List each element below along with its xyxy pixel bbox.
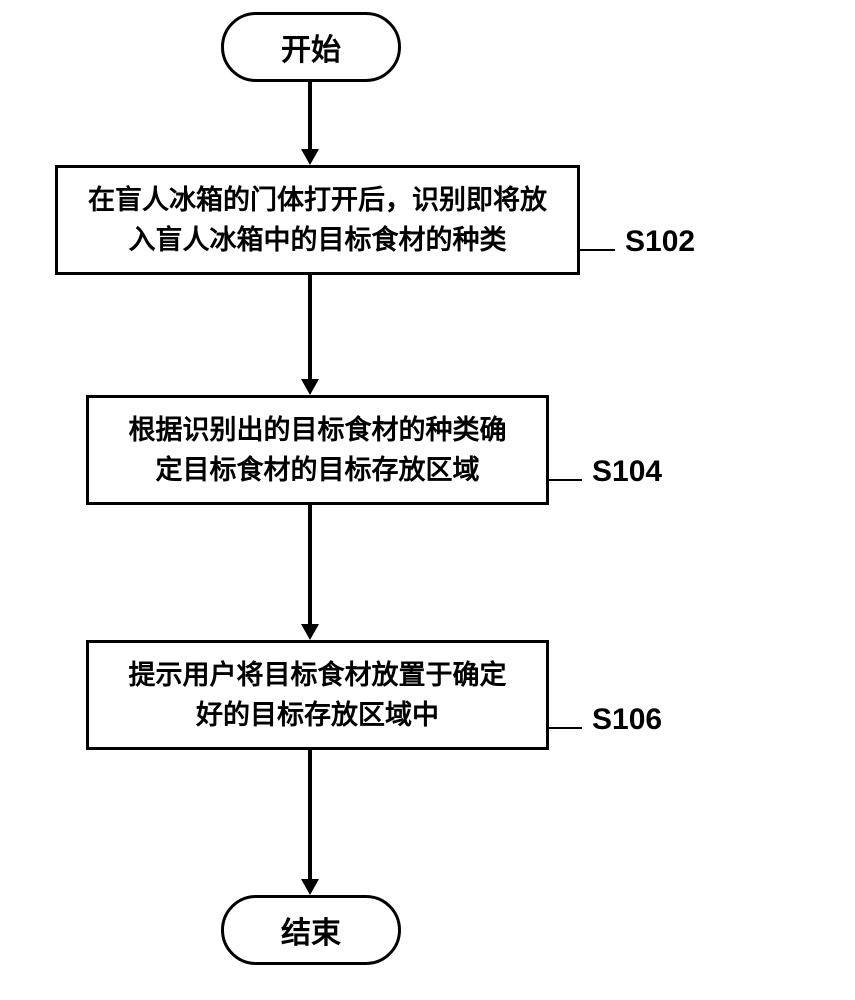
edge-start-s102 (308, 82, 312, 149)
process-s106-text: 提示用户将目标食材放置于确定 好的目标存放区域中 (129, 655, 507, 736)
step-label-s102: S102 (625, 225, 695, 259)
process-s104: 根据识别出的目标食材的种类确 定目标食材的目标存放区域 (86, 395, 549, 505)
process-s102-text: 在盲人冰箱的门体打开后，识别即将放 入盲人冰箱中的目标食材的种类 (88, 180, 547, 261)
end-node: 结束 (221, 895, 401, 965)
s102-label-text: S102 (625, 225, 695, 258)
start-node: 开始 (221, 12, 401, 82)
s104-line1: 根据识别出的目标食材的种类确 (129, 415, 507, 445)
leader-s102 (580, 249, 615, 251)
edge-s104-s106 (308, 505, 312, 624)
process-s102: 在盲人冰箱的门体打开后，识别即将放 入盲人冰箱中的目标食材的种类 (55, 165, 580, 275)
s104-label-text: S104 (592, 455, 662, 488)
edge-s106-end (308, 750, 312, 879)
arrow-s104-s106 (301, 624, 319, 640)
end-label: 结束 (281, 908, 341, 952)
s102-line1: 在盲人冰箱的门体打开后，识别即将放 (88, 185, 547, 215)
arrow-s106-end (301, 879, 319, 895)
process-s106: 提示用户将目标食材放置于确定 好的目标存放区域中 (86, 640, 549, 750)
s106-line1: 提示用户将目标食材放置于确定 (129, 660, 507, 690)
start-label: 开始 (281, 25, 341, 69)
process-s104-text: 根据识别出的目标食材的种类确 定目标食材的目标存放区域 (129, 410, 507, 491)
s106-label-text: S106 (592, 703, 662, 736)
arrow-s102-s104 (301, 379, 319, 395)
arrow-start-s102 (301, 149, 319, 165)
step-label-s106: S106 (592, 703, 662, 737)
s102-line2: 入盲人冰箱中的目标食材的种类 (129, 225, 507, 255)
leader-s104 (549, 479, 582, 481)
flowchart-container: 开始 在盲人冰箱的门体打开后，识别即将放 入盲人冰箱中的目标食材的种类 S102… (0, 0, 855, 1000)
step-label-s104: S104 (592, 455, 662, 489)
s106-line2: 好的目标存放区域中 (196, 700, 439, 730)
s104-line2: 定目标食材的目标存放区域 (156, 455, 480, 485)
leader-s106 (549, 727, 582, 729)
edge-s102-s104 (308, 275, 312, 379)
